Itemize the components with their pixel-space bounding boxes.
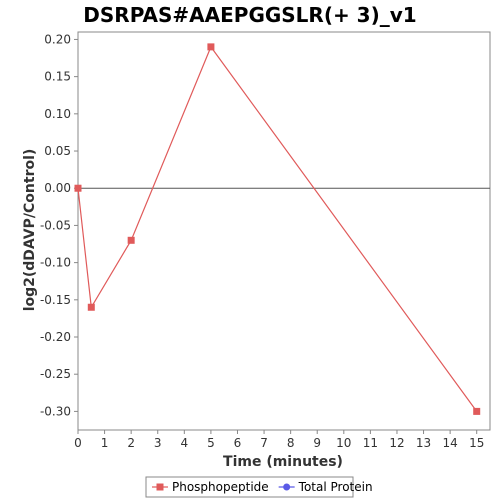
- x-tick-label: 14: [442, 436, 457, 450]
- x-tick-label: 10: [336, 436, 351, 450]
- y-axis-label: log2(dDAVP/Control): [22, 149, 38, 312]
- y-tick-label: -0.15: [40, 293, 71, 307]
- y-tick-label: 0.10: [44, 107, 71, 121]
- legend: Phosphopeptide Total Protein: [145, 476, 373, 498]
- y-tick-label: 0.05: [44, 144, 71, 158]
- x-tick-label: 5: [207, 436, 215, 450]
- y-tick-label: -0.30: [40, 404, 71, 418]
- x-tick-label: 2: [127, 436, 135, 450]
- x-tick-label: 1: [101, 436, 109, 450]
- x-tick-label: 8: [287, 436, 295, 450]
- y-tick-label: -0.10: [40, 256, 71, 270]
- y-tick-label: 0.20: [44, 32, 71, 46]
- x-tick-label: 15: [469, 436, 484, 450]
- x-tick-label: 4: [181, 436, 189, 450]
- chart-title: DSRPAS#AAEPGGSLR(+ 3)_v1: [83, 3, 416, 27]
- data-point: [473, 407, 481, 415]
- y-tick-label: -0.25: [40, 367, 71, 381]
- x-axis-label: Time (minutes): [223, 454, 343, 470]
- y-tick-label: -0.20: [40, 330, 71, 344]
- data-point: [127, 236, 135, 244]
- data-point: [87, 303, 95, 311]
- x-tick-label: 12: [389, 436, 404, 450]
- y-tick-label: 0.15: [44, 70, 71, 84]
- data-point: [207, 43, 215, 51]
- x-tick-label: 13: [416, 436, 431, 450]
- legend-label: Total Protein: [298, 480, 373, 494]
- y-tick-label: -0.05: [40, 218, 71, 232]
- x-tick-label: 0: [74, 436, 82, 450]
- legend-marker-circle: [283, 483, 291, 491]
- legend-box: [145, 476, 354, 498]
- x-tick-label: 9: [313, 436, 321, 450]
- data-point: [74, 184, 82, 192]
- plot-area: -0.30 -0.25 -0.20 -0.15 -0.10 -0.05 0.00 0.05 0.…: [40, 31, 491, 450]
- legend-marker-square: [156, 483, 164, 491]
- legend-label: Phosphopeptide: [172, 480, 269, 494]
- y-tick-label: 0.00: [44, 181, 71, 195]
- x-tick-label: 3: [154, 436, 162, 450]
- x-tick-label: 6: [234, 436, 242, 450]
- x-tick-label: 7: [260, 436, 268, 450]
- x-tick-label: 11: [363, 436, 378, 450]
- plot-frame: [77, 31, 491, 431]
